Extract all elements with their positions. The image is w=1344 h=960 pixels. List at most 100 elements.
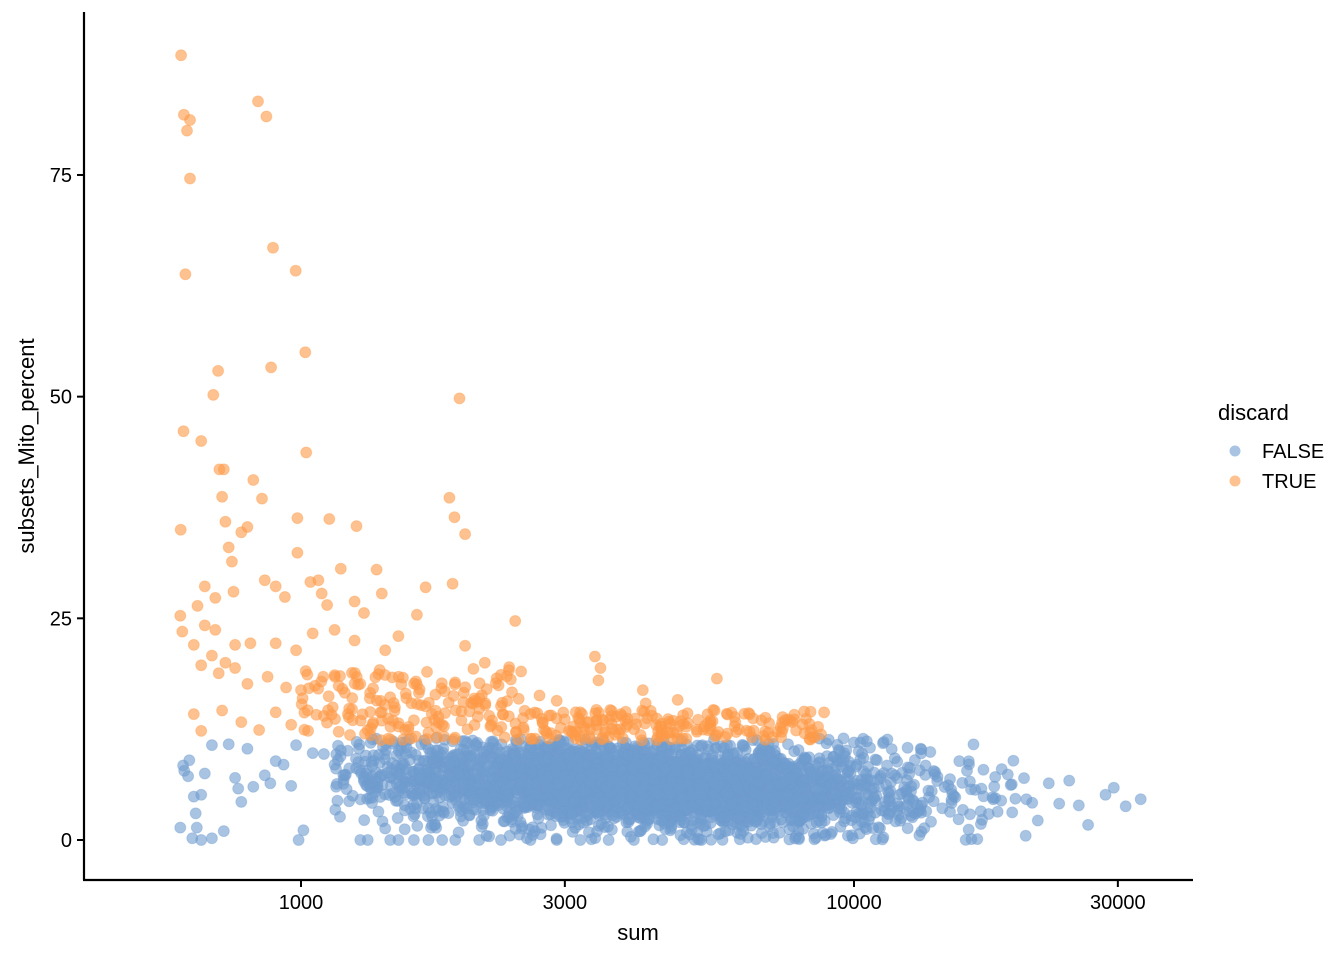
data-point-false bbox=[1031, 814, 1044, 827]
data-point-false bbox=[414, 771, 427, 784]
data-point-false bbox=[841, 766, 854, 779]
data-point-true bbox=[346, 714, 359, 727]
data-point-true bbox=[315, 587, 328, 600]
data-point-false bbox=[824, 828, 837, 840]
data-point-false bbox=[782, 789, 795, 802]
data-point-false bbox=[606, 809, 619, 822]
data-point-true bbox=[478, 656, 491, 669]
data-point-true bbox=[177, 425, 190, 438]
data-point-true bbox=[515, 665, 528, 678]
data-point-false bbox=[925, 815, 937, 828]
data-point-false bbox=[577, 785, 590, 798]
data-point-false bbox=[198, 767, 211, 780]
data-point-true bbox=[615, 709, 628, 722]
legend-item-true: TRUE bbox=[1229, 471, 1316, 493]
data-point-false bbox=[760, 769, 773, 782]
data-point-true bbox=[321, 599, 334, 611]
data-point-true bbox=[174, 609, 187, 622]
data-point-false bbox=[507, 760, 520, 772]
data-point-true bbox=[291, 512, 304, 525]
data-point-false bbox=[358, 770, 371, 783]
data-point-true bbox=[584, 732, 597, 745]
data-point-false bbox=[870, 754, 883, 767]
x-axis-title: sum bbox=[617, 920, 659, 945]
data-point-false bbox=[524, 834, 537, 846]
data-point-false bbox=[467, 793, 480, 806]
data-point-true bbox=[290, 644, 303, 657]
data-point-false bbox=[605, 761, 618, 774]
data-point-false bbox=[436, 834, 449, 846]
data-point-false bbox=[189, 807, 202, 820]
data-point-true bbox=[364, 706, 377, 718]
data-point-true bbox=[198, 580, 211, 593]
data-point-false bbox=[469, 738, 482, 751]
data-point-false bbox=[889, 815, 902, 828]
data-point-false bbox=[532, 788, 545, 801]
data-point-true bbox=[661, 726, 674, 739]
data-point-false bbox=[796, 775, 809, 788]
data-point-true bbox=[721, 727, 734, 740]
data-point-true bbox=[671, 693, 684, 706]
data-point-false bbox=[542, 753, 555, 766]
data-point-false bbox=[498, 815, 511, 828]
data-point-false bbox=[746, 798, 759, 811]
data-point-false bbox=[1107, 781, 1120, 794]
x-tick-label: 30000 bbox=[1090, 892, 1146, 914]
data-point-false bbox=[695, 834, 708, 846]
y-axis-title: subsets_Mito_percent bbox=[14, 338, 39, 553]
data-point-true bbox=[184, 114, 196, 126]
data-point-true bbox=[524, 732, 537, 745]
data-point-false bbox=[361, 834, 374, 846]
data-point-false bbox=[881, 733, 894, 746]
data-point-false bbox=[647, 767, 660, 780]
data-point-true bbox=[348, 595, 361, 608]
data-point-true bbox=[267, 241, 279, 254]
data-point-false bbox=[901, 741, 914, 754]
data-point-true bbox=[372, 668, 385, 681]
data-point-false bbox=[190, 821, 203, 834]
data-point-false bbox=[429, 818, 441, 831]
data-point-false bbox=[292, 834, 305, 846]
data-point-true bbox=[503, 661, 516, 674]
data-point-false bbox=[651, 800, 663, 813]
data-point-false bbox=[652, 788, 665, 801]
data-point-false bbox=[952, 813, 965, 826]
data-point-true bbox=[384, 733, 397, 746]
data-point-true bbox=[258, 574, 271, 587]
data-point-false bbox=[541, 781, 553, 794]
data-point-true bbox=[498, 731, 511, 744]
data-point-true bbox=[436, 718, 449, 731]
data-point-false bbox=[1053, 797, 1066, 810]
data-point-false bbox=[235, 795, 248, 808]
data-point-false bbox=[422, 834, 435, 846]
data-point-true bbox=[332, 725, 345, 738]
data-point-true bbox=[639, 717, 651, 730]
data-point-false bbox=[264, 777, 277, 790]
data-point-false bbox=[782, 738, 794, 751]
data-point-true bbox=[354, 677, 367, 690]
data-point-true bbox=[269, 580, 282, 593]
data-point-false bbox=[864, 774, 877, 787]
data-point-false bbox=[602, 834, 615, 846]
data-point-false bbox=[532, 812, 545, 825]
data-point-true bbox=[599, 724, 612, 737]
data-point-true bbox=[419, 581, 432, 594]
data-point-false bbox=[609, 744, 622, 757]
data-point-true bbox=[566, 726, 579, 739]
data-point-false bbox=[222, 738, 235, 751]
data-point-false bbox=[855, 779, 868, 792]
data-point-true bbox=[299, 346, 312, 359]
data-point-false bbox=[1042, 777, 1055, 790]
data-point-true bbox=[681, 707, 694, 720]
data-point-true bbox=[448, 511, 461, 524]
data-point-false bbox=[707, 759, 720, 771]
data-point-false bbox=[674, 813, 687, 826]
data-point-false bbox=[642, 813, 655, 826]
data-point-false bbox=[557, 795, 570, 808]
data-point-true bbox=[216, 490, 229, 503]
data-point-false bbox=[499, 784, 512, 797]
data-point-false bbox=[798, 751, 811, 764]
data-point-false bbox=[487, 735, 499, 748]
data-point-true bbox=[256, 492, 268, 505]
data-point-true bbox=[558, 713, 571, 726]
